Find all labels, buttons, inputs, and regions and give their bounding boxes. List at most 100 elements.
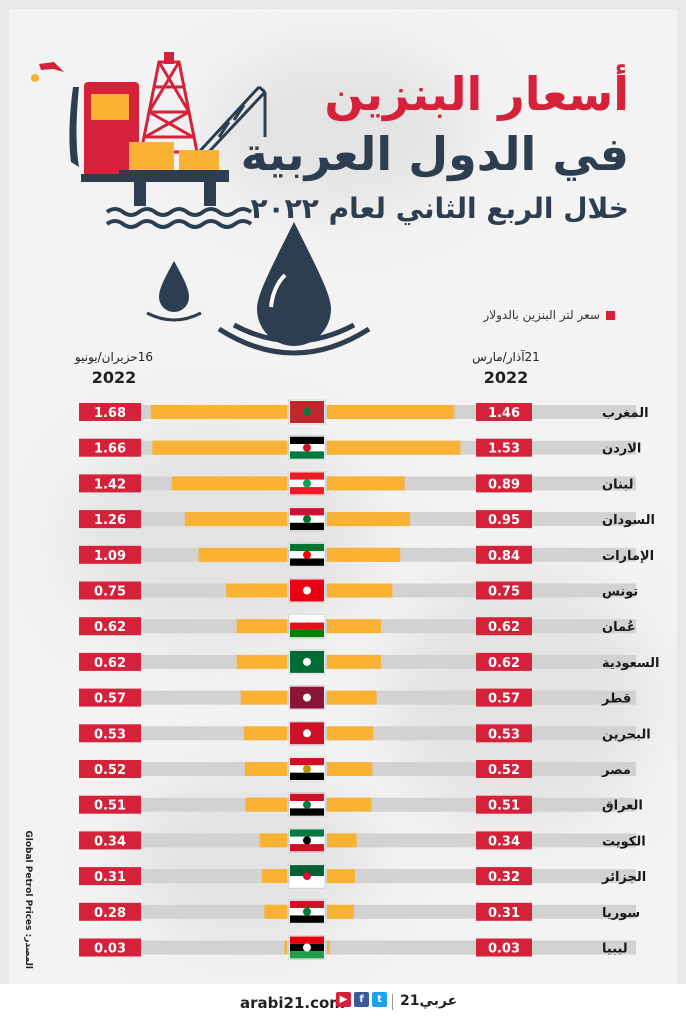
- june-value-label: 0.34: [94, 834, 126, 849]
- march-value-box: [476, 545, 532, 564]
- march-value-label: 0.03: [488, 942, 520, 957]
- june-value-box: [79, 510, 141, 529]
- march-value-box: [476, 867, 532, 886]
- iraq-flag-stripe: [290, 808, 324, 816]
- egypt-flag-emblem: [303, 765, 311, 773]
- march-value-box: [476, 438, 532, 457]
- march-value-label: 0.95: [488, 513, 520, 528]
- june-bar: [264, 904, 287, 919]
- country-label: السعودية: [602, 656, 660, 671]
- oman-flag-stripe: [290, 615, 324, 623]
- march-value-label: 0.51: [488, 799, 520, 814]
- oil-rig-illustration: [31, 52, 267, 229]
- march-value-box: [476, 581, 532, 600]
- algeria-flag-emblem: [303, 872, 311, 881]
- fuel-pump-icon: [31, 62, 143, 182]
- march-bar: [327, 690, 377, 705]
- june-value-label: 1.68: [94, 406, 126, 421]
- march-value-box: [476, 510, 532, 529]
- infographic-card: أسعار البنزين في الدول العربية خلال الرب…: [9, 9, 677, 984]
- legend-swatch: [606, 311, 615, 320]
- june-value-box: [79, 617, 141, 636]
- crane-icon: [197, 85, 267, 158]
- june-bar: [236, 619, 287, 634]
- uae-flag-stripe: [290, 558, 324, 566]
- qatar-flag-emblem: [303, 693, 311, 702]
- june-value-label: 1.66: [94, 442, 126, 457]
- june-value-box: [79, 403, 141, 421]
- march-value-label: 0.57: [488, 692, 520, 707]
- march-bar: [327, 762, 373, 776]
- march-bar: [327, 547, 401, 562]
- bar-track: [79, 869, 636, 884]
- june-value-label: 1.26: [94, 513, 126, 528]
- footer-divider: [392, 994, 393, 1010]
- march-bar: [327, 405, 455, 419]
- site-url[interactable]: arabi21.com: [240, 994, 345, 1012]
- june-value-label: 0.28: [94, 906, 126, 921]
- march-value-label: 1.46: [488, 406, 520, 421]
- june-bar: [171, 476, 287, 491]
- country-label: سوريا: [602, 906, 640, 921]
- march-value-label: 0.31: [488, 906, 520, 921]
- brand-logo: عربي21: [400, 993, 458, 1009]
- twitter-icon[interactable]: t: [372, 992, 387, 1007]
- june-bar: [184, 512, 287, 527]
- march-bar: [327, 726, 374, 741]
- iraq-flag-emblem: [303, 800, 311, 809]
- left-column-year: 2022: [91, 368, 137, 387]
- march-value-label: 0.53: [488, 727, 520, 742]
- jordan-flag-stripe: [290, 451, 324, 459]
- country-label: الكويت: [602, 834, 646, 849]
- june-bar: [245, 797, 287, 812]
- facebook-icon[interactable]: f: [354, 992, 369, 1007]
- small-oil-drop-icon: [146, 261, 202, 322]
- june-value-label: 0.75: [94, 585, 126, 600]
- march-value-label: 0.75: [488, 585, 520, 600]
- june-value-box: [79, 831, 141, 850]
- country-label: لبنان: [602, 477, 633, 492]
- footer: arabi21.com ▶ f t عربي21: [0, 984, 686, 1024]
- march-value-box: [476, 724, 532, 743]
- country-label: عُمان: [602, 620, 636, 636]
- june-value-label: 0.31: [94, 870, 126, 885]
- june-value-box: [79, 688, 141, 707]
- right-column-date: 21آذار/مارس: [472, 350, 540, 364]
- june-value-label: 1.09: [94, 549, 126, 564]
- june-value-box: [79, 795, 141, 814]
- algeria-flag-stripe: [290, 865, 324, 877]
- june-value-box: [79, 581, 141, 600]
- june-bar: [152, 440, 287, 455]
- march-bar: [327, 476, 405, 491]
- march-value-box: [476, 831, 532, 850]
- country-label: تونس: [602, 585, 638, 600]
- oman-flag-stripe: [290, 629, 324, 638]
- title-line-2: في الدول العربية: [240, 127, 629, 181]
- country-label: الاردن: [602, 442, 641, 457]
- june-value-box: [79, 438, 141, 457]
- kuwait-flag-stripe: [290, 844, 324, 852]
- march-bar: [327, 833, 357, 848]
- right-column-year: 2022: [483, 368, 529, 387]
- lebanon-flag-stripe: [290, 472, 324, 480]
- youtube-icon[interactable]: ▶: [336, 992, 351, 1007]
- june-bar: [259, 833, 287, 848]
- march-bar: [327, 583, 393, 598]
- june-bar: [240, 690, 287, 705]
- march-value-label: 1.53: [488, 442, 520, 457]
- tunisia-flag-emblem: [303, 586, 311, 595]
- libya-flag-stripe: [290, 951, 324, 959]
- subtitle: خلال الربع الثاني لعام ٢٠٢٢: [250, 192, 629, 225]
- egypt-flag-stripe: [290, 772, 324, 780]
- june-value-label: 0.57: [94, 692, 126, 707]
- jordan-flag-stripe: [290, 436, 324, 445]
- saudi-flag-emblem: [303, 657, 311, 666]
- uae-flag-stripe: [290, 543, 324, 552]
- june-value-box: [79, 902, 141, 921]
- country-label: المغرب: [602, 406, 649, 421]
- june-bar: [150, 405, 287, 419]
- drilling-derrick-icon: [139, 60, 199, 154]
- syria-flag-emblem: [303, 907, 311, 916]
- march-bar: [327, 940, 330, 955]
